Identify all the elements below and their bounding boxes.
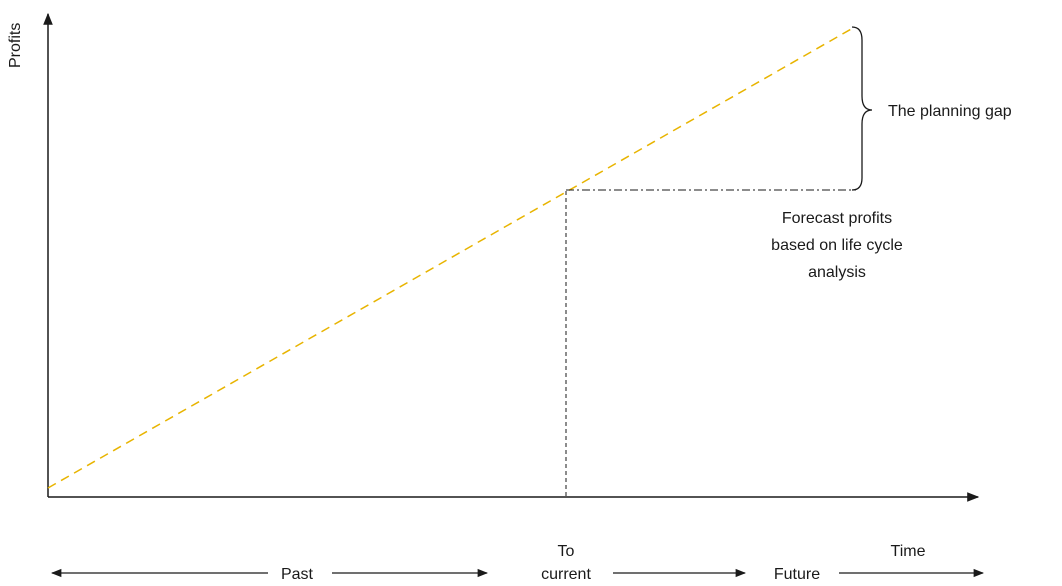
x-axis-label: Time [891, 543, 926, 560]
profit-trend-line [47, 27, 854, 489]
timeline-current-label-line-1: To [558, 543, 575, 560]
forecast-label-line-3: analysis [808, 264, 866, 281]
timeline-future-label: Future [774, 566, 820, 583]
forecast-label-line-1: Forecast profits [782, 210, 892, 227]
y-axis-label: Profits [7, 23, 24, 68]
planning-gap-label: The planning gap [888, 103, 1012, 120]
timeline-current-label-line-2: current [541, 566, 591, 583]
forecast-label-line-2: based on life cycle [771, 237, 903, 254]
timeline-past-label: Past [281, 566, 314, 583]
planning-gap-brace [851, 26, 873, 191]
